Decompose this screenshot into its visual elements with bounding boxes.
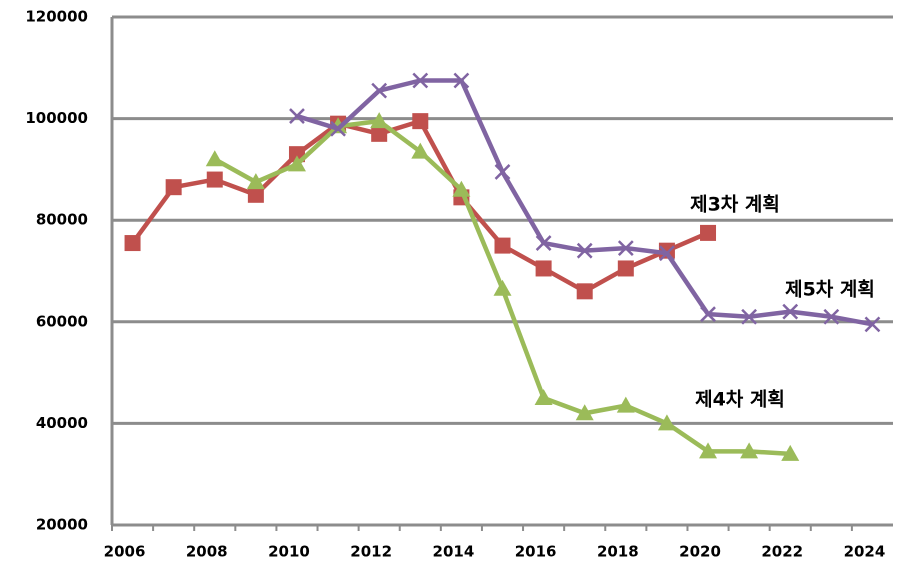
marker	[411, 142, 430, 159]
x-tick-label: 2008	[186, 543, 228, 561]
x-tick-label: 2022	[761, 543, 803, 561]
series-label: 제5차 계획	[785, 279, 875, 301]
marker	[370, 112, 389, 129]
y-tick-label: 100000	[25, 109, 88, 127]
marker	[657, 414, 676, 431]
x-tick-label: 2016	[515, 543, 557, 561]
marker	[124, 235, 141, 252]
marker	[700, 224, 717, 241]
marker	[535, 260, 552, 277]
x-tick-label: 2020	[679, 543, 721, 561]
marker	[494, 164, 511, 180]
marker	[700, 306, 716, 323]
marker	[205, 150, 224, 167]
series-label: 제4차 계획	[695, 389, 785, 411]
marker	[575, 404, 594, 421]
series-label: 제3차 계획	[690, 194, 780, 216]
marker	[371, 82, 388, 99]
y-tick-label: 60000	[36, 312, 88, 330]
marker	[287, 155, 306, 172]
marker	[659, 245, 675, 262]
x-tick-label: 2018	[597, 543, 639, 561]
marker	[617, 260, 634, 277]
marker	[247, 186, 264, 203]
marker	[699, 442, 718, 459]
marker	[412, 113, 429, 130]
marker	[493, 279, 512, 296]
marker	[494, 237, 511, 254]
marker	[616, 396, 635, 413]
marker	[740, 442, 759, 459]
marker	[576, 283, 593, 300]
marker	[576, 242, 593, 259]
marker	[534, 389, 553, 405]
marker	[412, 72, 429, 89]
marker	[864, 316, 881, 333]
marker	[452, 180, 471, 197]
x-tick-label: 2024	[844, 543, 886, 561]
marker	[823, 308, 840, 325]
y-tick-label: 20000	[36, 516, 88, 534]
y-tick-label: 40000	[36, 414, 88, 432]
x-tick-label: 2012	[350, 543, 392, 561]
marker	[741, 308, 758, 325]
marker	[289, 108, 305, 124]
marker	[617, 240, 634, 257]
marker	[165, 179, 182, 196]
x-tick-label: 2010	[268, 543, 310, 561]
marker	[781, 444, 800, 461]
marker	[206, 171, 223, 188]
marker	[782, 303, 799, 320]
marker	[371, 125, 388, 142]
marker	[246, 173, 265, 190]
marker	[453, 72, 470, 89]
y-tick-label: 120000	[25, 8, 88, 26]
x-tick-label: 2014	[433, 543, 475, 561]
marker	[330, 120, 346, 137]
x-tick-label: 2006	[104, 543, 146, 561]
marker	[535, 235, 552, 251]
y-tick-label: 80000	[36, 211, 88, 229]
